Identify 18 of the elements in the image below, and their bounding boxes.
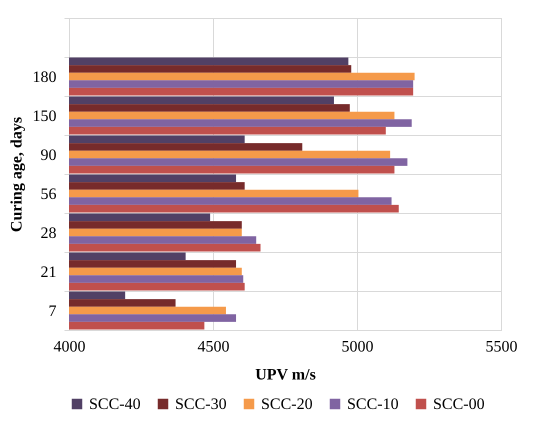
x-tick-label: 4000 (54, 338, 86, 356)
y-axis-title: Curing age, days (8, 116, 26, 232)
y-tick-label: 90 (40, 147, 56, 164)
x-axis-title: UPV m/s (255, 366, 316, 384)
x-tick-label: 5500 (486, 338, 518, 356)
y-tick-label: 28 (40, 225, 56, 242)
x-tick-label: 5000 (342, 338, 374, 356)
y-tick-label: 150 (32, 108, 56, 125)
y-tick-label: 180 (32, 69, 56, 86)
legend-label: SCC-00 (433, 396, 485, 413)
legend-label: SCC-40 (89, 396, 141, 413)
y-tick-label: 21 (40, 264, 56, 281)
y-tick-label: 56 (40, 186, 56, 203)
x-tick-label: 4500 (198, 338, 230, 356)
legend-label: SCC-30 (175, 396, 227, 413)
legend-label: SCC-10 (347, 396, 399, 413)
legend-label: SCC-20 (261, 396, 313, 413)
y-tick-label: 7 (48, 303, 56, 320)
